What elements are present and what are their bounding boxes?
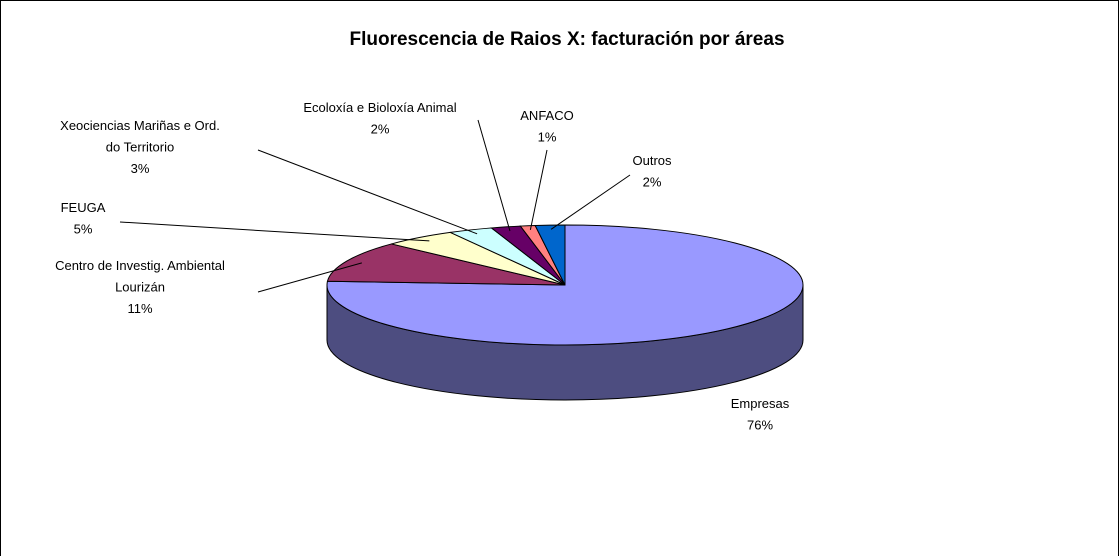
slice-label: Centro de Investig. Ambiental Lourizán	[55, 258, 225, 295]
value-label: 76%	[747, 418, 773, 433]
slice-label: FEUGA	[61, 200, 106, 215]
slice-label: Empresas	[731, 396, 790, 411]
slice-label: Outros	[632, 153, 672, 168]
leader-line	[257, 149, 478, 235]
leader-line	[529, 149, 548, 230]
pie-slice	[326, 243, 566, 286]
pie-slice	[326, 224, 804, 346]
value-label: 5%	[74, 222, 93, 237]
pie-slice	[534, 224, 566, 286]
leader-line	[257, 262, 362, 293]
value-label: 2%	[371, 122, 390, 137]
leader-line	[119, 221, 430, 242]
slice-label: Xeociencias Mariñas e Ord. do Territorio	[60, 118, 220, 155]
leader-line	[550, 174, 631, 230]
value-label: 3%	[131, 161, 150, 176]
chart-title: Fluorescencia de Raios X: facturación po…	[349, 29, 784, 50]
leader-line	[477, 119, 511, 232]
slice-label: Ecoloxía e Bioloxía Animal	[303, 100, 456, 115]
value-label: 2%	[643, 175, 662, 190]
slice-label: ANFACO	[520, 108, 573, 123]
value-label: 11%	[127, 301, 152, 316]
value-label: 1%	[538, 130, 557, 145]
